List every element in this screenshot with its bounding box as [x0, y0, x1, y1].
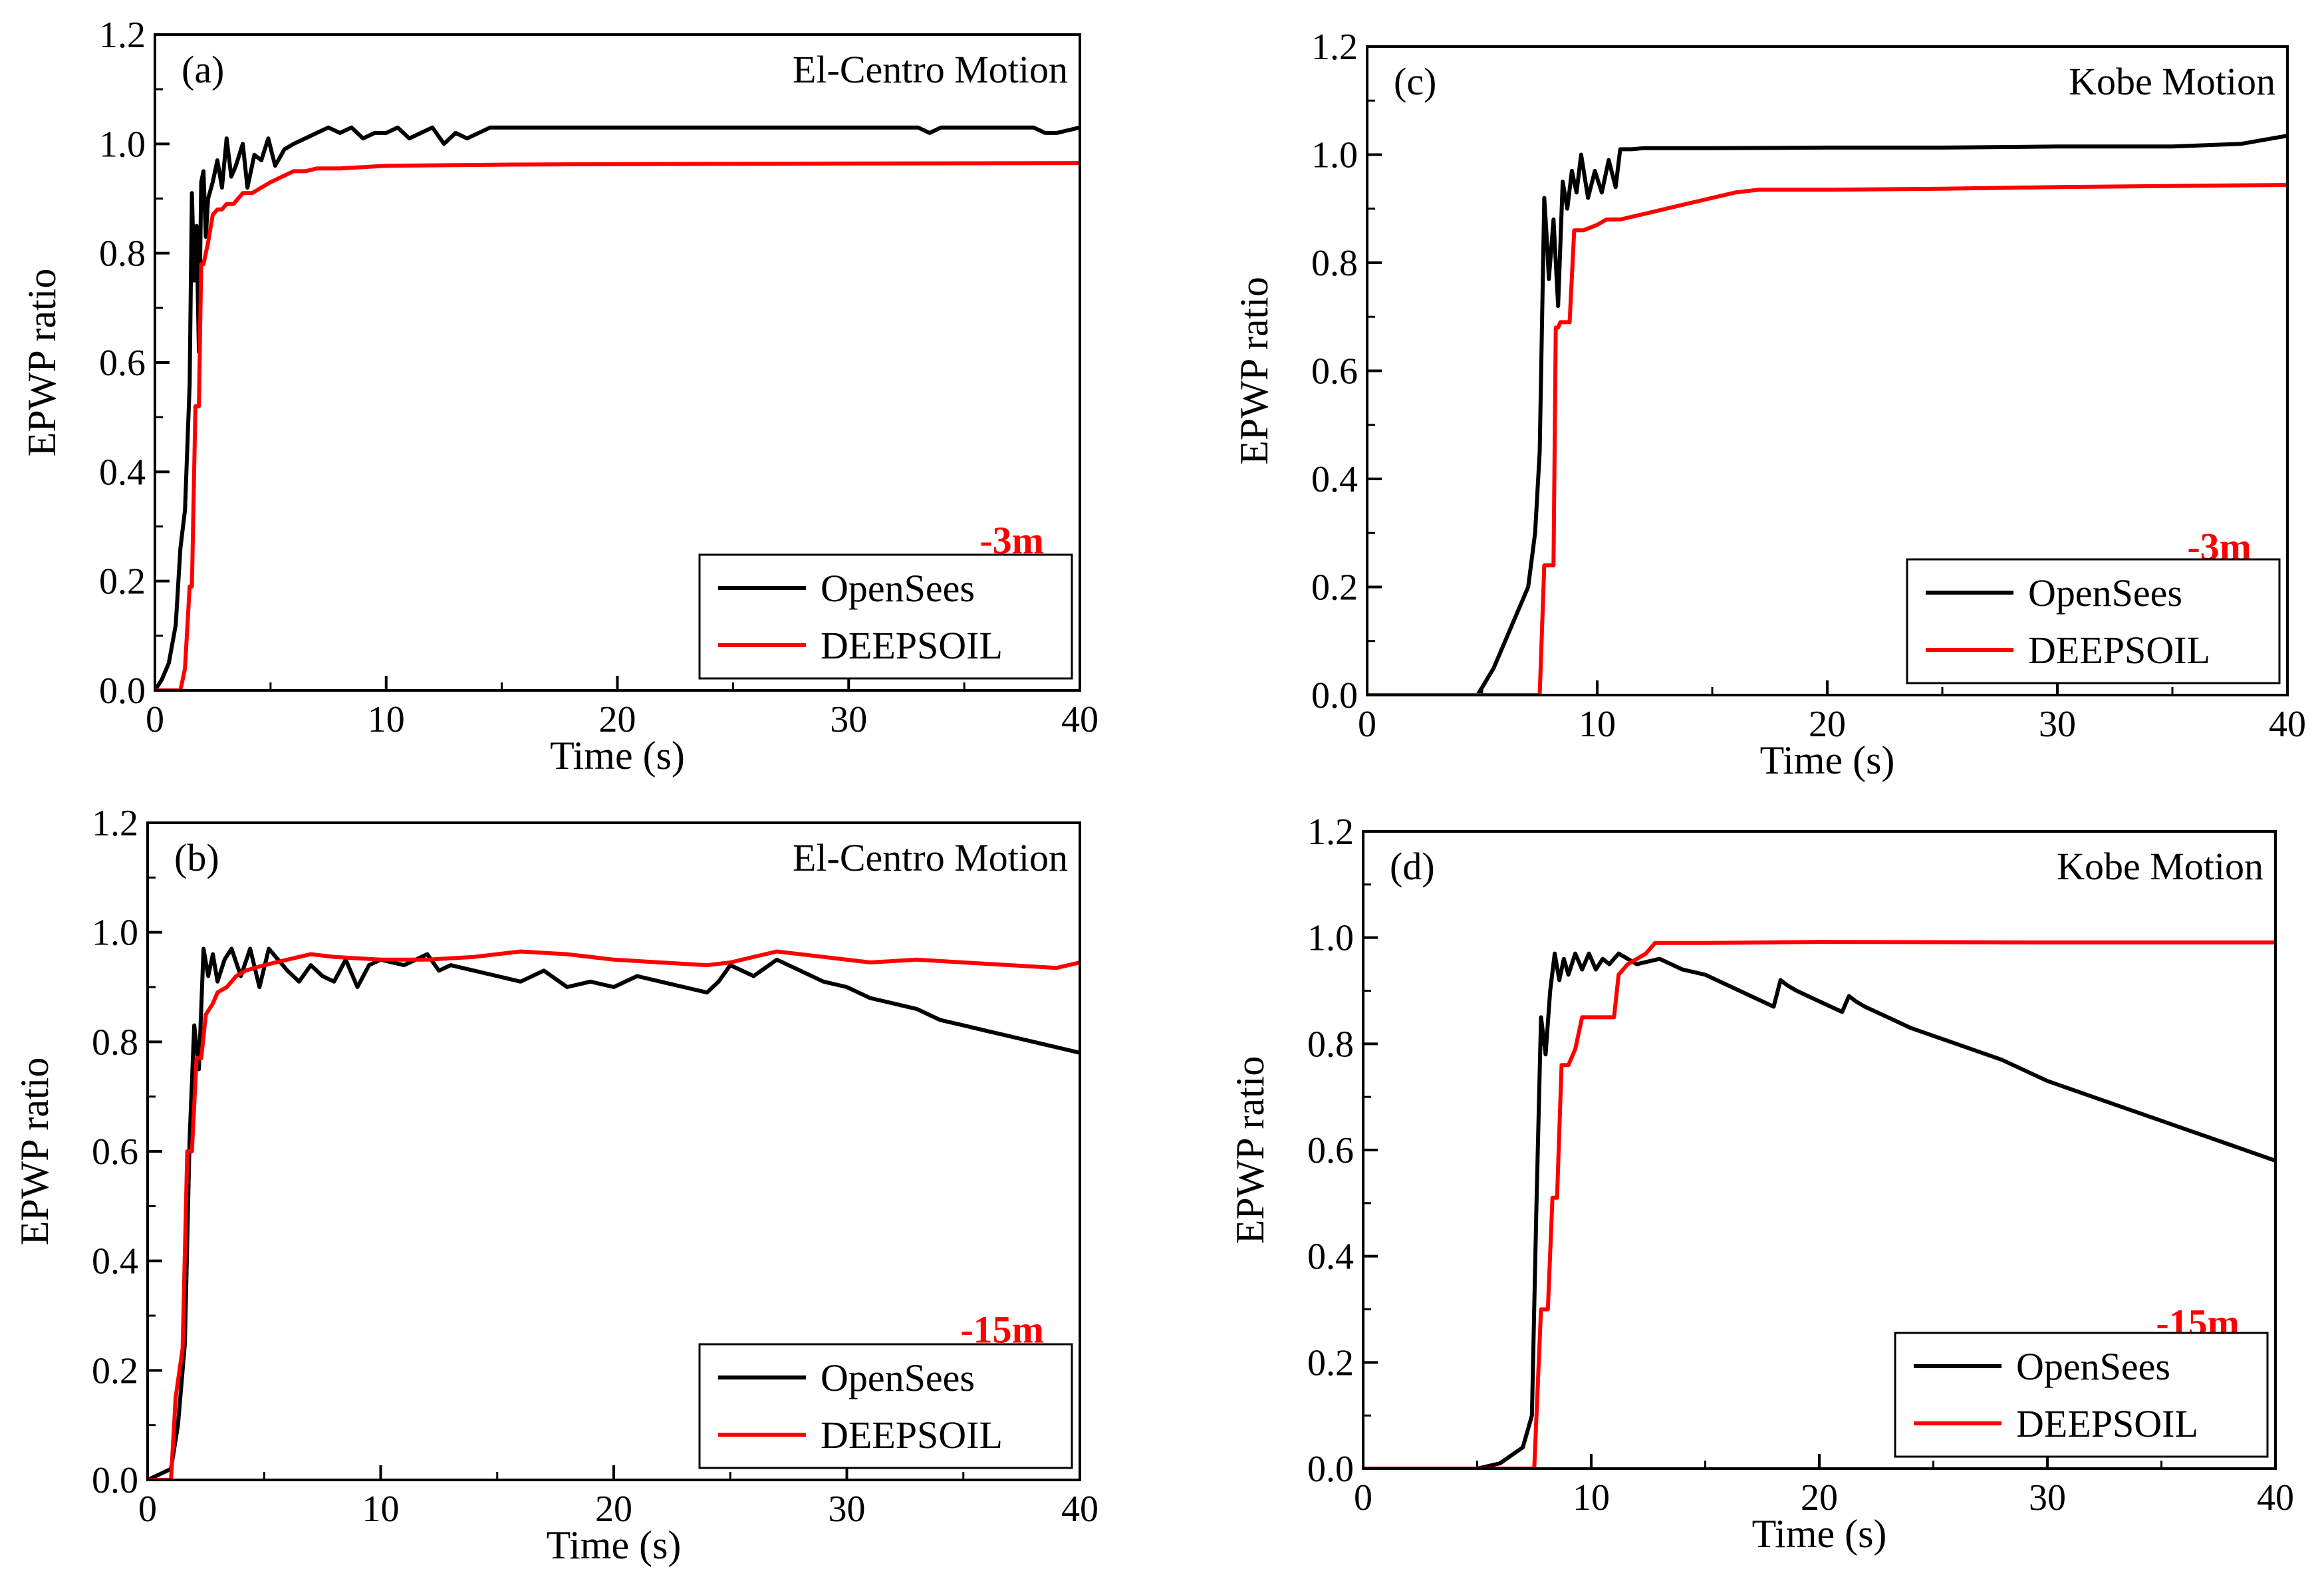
y-tick-label: 0.8 — [1307, 1024, 1354, 1065]
series-line-opensees — [1367, 134, 2287, 695]
legend: OpenSees DEEPSOIL — [698, 553, 1073, 680]
x-tick-label: 10 — [362, 1489, 400, 1530]
panel-label: (d) — [1390, 845, 1435, 888]
y-tick-label: 0.6 — [99, 343, 146, 384]
chart-b: 0 10 20 30 40 0.0 0.2 0.4 0.6 0.8 1.0 1.2 Time (s) EP… — [13, 803, 1098, 1567]
legend-label-opensees: OpenSees — [2028, 571, 2182, 615]
x-tick-label: 10 — [368, 699, 405, 740]
y-tick-label: 1.0 — [92, 913, 138, 954]
motion-title: Kobe Motion — [2069, 60, 2275, 103]
series-line-deepsoil — [1363, 940, 2275, 1469]
legend-box — [1906, 558, 2281, 684]
y-axis-label: EPWP ratio — [1232, 277, 1276, 465]
legend: OpenSees DEEPSOIL — [1906, 558, 2281, 684]
chart-d: 0 10 20 30 40 0.0 0.2 0.4 0.6 0.8 1.0 1.2 Time (s) EP… — [1228, 811, 2294, 1556]
x-tick-label: 20 — [599, 699, 636, 740]
x-tick-label: 0 — [146, 699, 164, 740]
chart-c: 0 10 20 30 40 0.0 0.2 0.4 0.6 0.8 1.0 1.2 Time (s) EP… — [1232, 27, 2306, 782]
y-tick-label: 0.0 — [92, 1460, 138, 1501]
y-tick-label: 0.6 — [92, 1131, 138, 1173]
y-tick-label: 1.2 — [92, 803, 138, 844]
series-line-deepsoil — [148, 949, 1080, 1480]
motion-title: El-Centro Motion — [793, 48, 1068, 91]
x-tick-label: 10 — [1579, 704, 1616, 745]
x-axis-label: Time (s) — [550, 734, 685, 778]
panel-label: (c) — [1394, 60, 1436, 103]
x-axis-label: Time (s) — [547, 1523, 682, 1567]
y-tick-label: 0.8 — [99, 233, 146, 275]
x-tick-label: 0 — [1354, 1477, 1372, 1519]
y-tick-label: 0.0 — [1307, 1449, 1354, 1490]
series-line-deepsoil — [1367, 183, 2287, 695]
x-tick-label: 20 — [1809, 704, 1846, 745]
panel-label: (a) — [182, 48, 224, 91]
series-line-deepsoil — [155, 161, 1080, 690]
y-tick-label: 1.0 — [1307, 918, 1354, 959]
y-axis-label: EPWP ratio — [13, 1058, 57, 1246]
y-tick-label: 0.0 — [99, 670, 146, 712]
series-group — [1367, 134, 2287, 695]
legend-label-opensees: OpenSees — [2016, 1345, 2170, 1388]
x-axis-label: Time (s) — [1760, 738, 1895, 782]
x-tick-label: 30 — [829, 1489, 866, 1530]
y-tick-label: 0.4 — [1307, 1236, 1354, 1278]
legend-label-deepsoil: DEEPSOIL — [2028, 629, 2210, 672]
x-tick-label: 0 — [138, 1489, 157, 1530]
y-tick-label: 0.0 — [1311, 675, 1358, 716]
y-tick-label: 0.6 — [1307, 1130, 1354, 1171]
x-tick-label: 30 — [2029, 1477, 2066, 1519]
y-tick-label: 0.4 — [99, 452, 146, 493]
series-line-opensees — [155, 125, 1080, 690]
y-tick-label: 1.2 — [1307, 811, 1354, 853]
legend-box — [698, 553, 1073, 680]
x-tick-label: 20 — [595, 1489, 632, 1530]
y-axis-label: EPWP ratio — [20, 269, 64, 457]
series-group — [148, 946, 1080, 1480]
y-tick-label: 0.2 — [99, 561, 146, 603]
y-tick-label: 0.8 — [1311, 243, 1358, 284]
series-line-opensees — [1363, 951, 2275, 1469]
legend-label-deepsoil: DEEPSOIL — [2016, 1402, 2198, 1445]
y-tick-label: 0.4 — [92, 1241, 138, 1282]
x-tick-label: 40 — [1061, 1489, 1098, 1530]
series-line-opensees — [148, 946, 1080, 1480]
y-tick-label: 0.4 — [1311, 459, 1358, 500]
legend-label-deepsoil: DEEPSOIL — [821, 624, 1003, 667]
y-tick-label: 0.6 — [1311, 351, 1358, 392]
y-tick-label: 0.2 — [1311, 567, 1358, 609]
y-axis-label: EPWP ratio — [1228, 1056, 1272, 1244]
legend-label-opensees: OpenSees — [821, 1356, 975, 1399]
x-tick-label: 40 — [2269, 704, 2306, 745]
legend-box — [698, 1343, 1073, 1469]
y-tick-label: 0.2 — [1307, 1342, 1354, 1383]
y-tick-label: 1.0 — [99, 124, 146, 165]
y-tick-label: 1.2 — [1311, 27, 1358, 68]
x-tick-label: 40 — [1061, 699, 1098, 740]
x-tick-label: 10 — [1573, 1477, 1610, 1519]
x-tick-label: 40 — [2257, 1477, 2294, 1519]
x-tick-label: 30 — [2039, 704, 2076, 745]
y-tick-label: 1.2 — [99, 15, 146, 56]
legend-box — [1894, 1332, 2269, 1458]
series-group — [155, 125, 1080, 690]
panel-label: (b) — [174, 836, 219, 879]
x-tick-label: 30 — [830, 699, 867, 740]
legend-label-deepsoil: DEEPSOIL — [821, 1413, 1003, 1457]
x-tick-label: 20 — [1801, 1477, 1838, 1519]
legend: OpenSees DEEPSOIL — [698, 1343, 1073, 1469]
y-tick-label: 0.2 — [92, 1350, 138, 1391]
chart-a: 0 10 20 30 40 0.0 0.2 0.4 0.6 0.8 1.0 1.2 Time (s) EP… — [20, 15, 1098, 778]
y-tick-label: 1.0 — [1311, 135, 1358, 176]
legend: OpenSees DEEPSOIL — [1894, 1332, 2269, 1458]
legend-label-opensees: OpenSees — [821, 567, 975, 610]
motion-title: Kobe Motion — [2057, 845, 2263, 888]
x-tick-label: 0 — [1358, 704, 1376, 745]
motion-title: El-Centro Motion — [793, 836, 1068, 879]
series-group — [1363, 940, 2275, 1469]
x-axis-label: Time (s) — [1752, 1512, 1887, 1556]
y-tick-label: 0.8 — [92, 1022, 138, 1063]
